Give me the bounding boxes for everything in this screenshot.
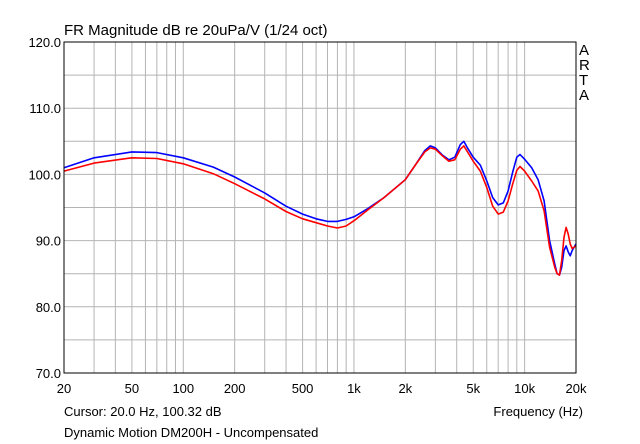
x-tick-label: 50: [125, 381, 139, 396]
chart-grid: [64, 42, 576, 373]
cursor-readout: Cursor: 20.0 Hz, 100.32 dB: [64, 404, 222, 419]
x-tick-label: 200: [224, 381, 246, 396]
y-tick-label: 100.0: [28, 167, 61, 182]
x-axis-label: Frequency (Hz): [493, 404, 583, 419]
side-label-letter: T: [579, 72, 589, 89]
series-line-1: [63, 140, 577, 276]
chart-title: FR Magnitude dB re 20uPa/V (1/24 oct): [64, 22, 327, 39]
x-tick-label: 5k: [466, 381, 480, 396]
plot-lines: [63, 140, 577, 276]
y-tick-label: 70.0: [36, 366, 61, 381]
y-tick-label: 120.0: [28, 35, 61, 50]
y-tick-label: 80.0: [36, 300, 61, 315]
y-tick-label: 90.0: [36, 234, 61, 249]
side-label-letter: A: [579, 42, 590, 59]
x-tick-label: 100: [172, 381, 194, 396]
x-axis: 20 50 100 200 500 1k 2k 5k 10k 20k: [57, 381, 587, 396]
x-tick-label: 500: [292, 381, 314, 396]
y-tick-label: 110.0: [29, 101, 61, 116]
y-axis: 120.0 110.0 100.0 90.0 80.0 70.0: [28, 35, 61, 381]
chart-caption: Dynamic Motion DM200H - Uncompensated: [64, 425, 319, 440]
x-tick-label: 2k: [398, 381, 412, 396]
x-tick-label: 20k: [566, 381, 587, 396]
side-label-letter: R: [579, 57, 590, 74]
x-tick-label: 10k: [514, 381, 535, 396]
x-tick-label: 1k: [347, 381, 361, 396]
plot-frame: [63, 41, 577, 374]
series-line-2: [63, 145, 577, 276]
side-label-letter: A: [579, 87, 590, 104]
x-tick-label: 20: [57, 381, 71, 396]
